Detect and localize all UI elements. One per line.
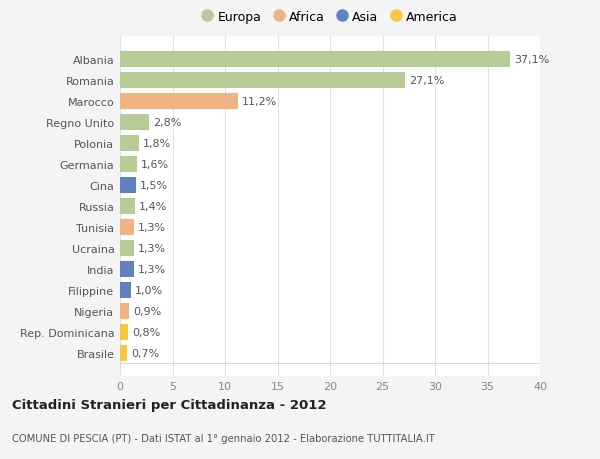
Text: 0,9%: 0,9% bbox=[134, 306, 162, 316]
Text: 0,7%: 0,7% bbox=[131, 348, 160, 358]
Bar bbox=[120, 262, 134, 277]
Bar bbox=[120, 178, 136, 193]
Bar bbox=[120, 52, 509, 68]
Text: 0,8%: 0,8% bbox=[133, 327, 161, 337]
Text: 2,8%: 2,8% bbox=[154, 118, 182, 128]
Bar bbox=[120, 94, 238, 110]
Bar bbox=[120, 157, 137, 173]
Text: 1,4%: 1,4% bbox=[139, 202, 167, 212]
Legend: Europa, Africa, Asia, America: Europa, Africa, Asia, America bbox=[197, 6, 463, 28]
Bar bbox=[120, 241, 134, 256]
Bar bbox=[120, 136, 139, 151]
Text: 1,0%: 1,0% bbox=[134, 285, 163, 295]
Text: 27,1%: 27,1% bbox=[409, 76, 444, 86]
Text: Cittadini Stranieri per Cittadinanza - 2012: Cittadini Stranieri per Cittadinanza - 2… bbox=[12, 398, 326, 412]
Text: 1,3%: 1,3% bbox=[138, 264, 166, 274]
Bar bbox=[120, 345, 127, 361]
Text: 1,5%: 1,5% bbox=[140, 181, 168, 190]
Bar bbox=[120, 282, 131, 298]
Text: COMUNE DI PESCIA (PT) - Dati ISTAT al 1° gennaio 2012 - Elaborazione TUTTITALIA.: COMUNE DI PESCIA (PT) - Dati ISTAT al 1°… bbox=[12, 433, 435, 442]
Bar bbox=[120, 303, 130, 319]
Bar bbox=[120, 325, 128, 340]
Text: 11,2%: 11,2% bbox=[242, 97, 277, 107]
Text: 37,1%: 37,1% bbox=[514, 55, 549, 65]
Bar bbox=[120, 115, 149, 131]
Text: 1,6%: 1,6% bbox=[141, 160, 169, 170]
Text: 1,8%: 1,8% bbox=[143, 139, 172, 149]
Text: 1,3%: 1,3% bbox=[138, 243, 166, 253]
Bar bbox=[120, 220, 134, 235]
Bar bbox=[120, 199, 134, 214]
Bar bbox=[120, 73, 404, 89]
Text: 1,3%: 1,3% bbox=[138, 223, 166, 232]
